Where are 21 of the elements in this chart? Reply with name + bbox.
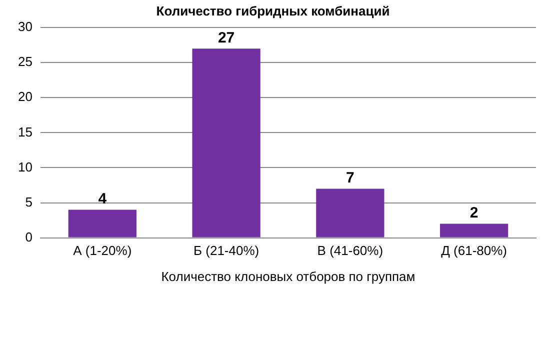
- y-tick-label: 0: [25, 229, 32, 244]
- bar: [68, 210, 136, 238]
- data-label: 27: [218, 29, 235, 46]
- y-tick-label: 30: [18, 19, 32, 34]
- y-tick-label: 20: [18, 89, 32, 104]
- bar: [316, 188, 384, 238]
- bar: [440, 224, 508, 238]
- x-axis-title: Количество клоновых отборов по группам: [161, 268, 416, 284]
- bar: [192, 48, 260, 238]
- y-tick-label: 10: [18, 159, 32, 174]
- y-tick-label: 25: [18, 54, 32, 70]
- data-label: 7: [346, 169, 354, 186]
- data-label: 2: [470, 204, 478, 222]
- y-tick-label: 15: [18, 124, 32, 140]
- x-tick-label: Б (21-40%): [193, 243, 260, 258]
- x-tick-label: Д (61-80%): [441, 243, 508, 258]
- chart-title: Количество гибридных комбинаций: [156, 3, 390, 18]
- data-label: 4: [98, 190, 108, 208]
- y-tick-label: 5: [25, 194, 32, 210]
- x-tick-label: В (41-60%): [317, 243, 384, 258]
- x-tick-label: А (1-20%): [73, 243, 132, 258]
